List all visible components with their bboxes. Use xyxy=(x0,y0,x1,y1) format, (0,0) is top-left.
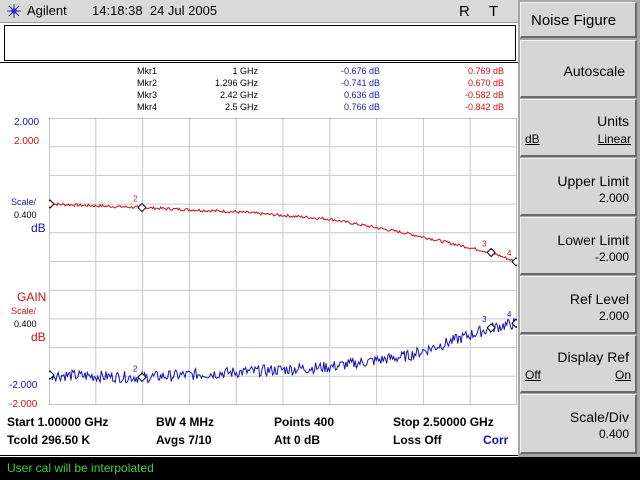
lower-limit-label: Lower Limit xyxy=(557,232,629,248)
display-ref-option-off: Off xyxy=(525,368,541,382)
marker-frequency: 1.296 GHz xyxy=(214,78,258,88)
marker-trace1-value: 0.766 dB xyxy=(343,102,380,112)
date: 24 Jul 2005 xyxy=(149,3,218,18)
loss-compensation: Loss Off xyxy=(393,433,442,447)
marker-frequency: 2.5 GHz xyxy=(224,102,258,112)
points: Points 400 xyxy=(274,415,335,429)
averages: Avgs 7/10 xyxy=(156,433,212,447)
units-option-db: dB xyxy=(525,132,540,146)
correction-indicator: Corr xyxy=(483,433,509,447)
lower-limit-value: -2.000 xyxy=(594,250,629,264)
ref-level-button[interactable]: Ref Level 2.000 xyxy=(520,276,637,334)
active-entry-area xyxy=(4,25,516,61)
display-ref-label: Display Ref xyxy=(557,349,629,365)
remote-flag: R xyxy=(459,3,470,20)
attenuation: Att 0 dB xyxy=(274,433,320,447)
marker-number-red: 4 xyxy=(507,249,512,258)
trace-gain-red xyxy=(49,202,517,264)
scale-div-label: Scale/Div xyxy=(569,409,629,425)
units-button[interactable]: Units dB Linear xyxy=(520,99,637,157)
menu-title: Noise Figure xyxy=(520,2,637,38)
marker-name: Mkr1 xyxy=(137,66,157,76)
marker-diamond-blue xyxy=(511,318,517,328)
scale-value-2: 0.400 xyxy=(14,319,37,329)
scale-value-1: 0.400 xyxy=(14,210,37,220)
upper-limit-button[interactable]: Upper Limit 2.000 xyxy=(520,158,637,216)
autoscale-button[interactable]: Autoscale xyxy=(520,40,637,98)
graticule-plot: 12341234 xyxy=(49,118,517,405)
scale-label-2: Scale/ xyxy=(11,306,37,316)
units-label: Units xyxy=(597,113,629,129)
marker-frequency: 1 GHz xyxy=(232,66,258,76)
tcold: Tcold 296.50 K xyxy=(7,433,91,447)
marker-number-red: 2 xyxy=(133,195,138,204)
softkey-panel: Noise Figure Autoscale Units dB Linear U… xyxy=(518,0,640,457)
trigger-flag: T xyxy=(489,3,499,20)
upper-limit-label: Upper Limit xyxy=(557,173,629,189)
marker-number-blue: 2 xyxy=(133,364,138,373)
marker-name: Mkr3 xyxy=(137,90,157,100)
units-option-linear: Linear xyxy=(597,132,631,146)
marker-diamond-blue xyxy=(137,372,147,383)
marker-diamond-blue xyxy=(49,370,55,380)
status-message: User cal will be interpolated xyxy=(7,461,154,475)
title-bar: Agilent 14:18:38 24 Jul 2005 R T xyxy=(0,0,518,23)
marker-name: Mkr2 xyxy=(137,78,157,88)
stop-frequency: Stop 2.50000 GHz xyxy=(393,415,494,429)
gain-label: GAIN xyxy=(17,290,47,304)
marker-diamond-red xyxy=(511,257,517,267)
marker-diamond-red xyxy=(137,202,147,213)
status-line: User cal will be interpolated xyxy=(0,457,640,480)
lower-limit-button[interactable]: Lower Limit -2.000 xyxy=(520,217,637,275)
graticule-grid xyxy=(49,118,517,405)
start-frequency: Start 1.00000 GHz xyxy=(7,415,109,429)
display-ref-button[interactable]: Display Ref Off On xyxy=(520,335,637,393)
autoscale-label: Autoscale xyxy=(563,63,625,79)
measurement-screen: Mkr1 1 GHz -0.676 dB 0.769 dB Mkr2 1.296 GHz -… xyxy=(0,62,518,456)
scale-label-1: Scale/ xyxy=(11,197,37,207)
marker-diamond-red xyxy=(486,247,496,258)
marker-diamond-blue xyxy=(486,323,496,333)
marker-trace1-value: -0.676 dB xyxy=(340,66,380,76)
marker-number-red: 3 xyxy=(482,240,487,249)
bandwidth: BW 4 MHz xyxy=(156,415,214,429)
scale-unit-2: dB xyxy=(31,330,46,344)
marker-symbols: 12341234 xyxy=(49,195,517,383)
marker-diamond-red xyxy=(49,199,55,209)
agilent-spark-icon xyxy=(7,4,21,18)
marker-trace2-value: -0.842 dB xyxy=(464,102,504,112)
trace-lower-ref-red: -2.000 xyxy=(9,399,38,410)
marker-trace2-value: 0.769 dB xyxy=(467,66,504,76)
ref-level-value: 2.000 xyxy=(598,309,629,323)
trace-noise-blue xyxy=(49,318,517,384)
date-time: 14:18:38 24 Jul 2005 xyxy=(92,3,217,18)
trace-upper-ref-blue: 2.000 xyxy=(14,117,40,128)
brand-name: Agilent xyxy=(27,3,67,18)
marker-name: Mkr4 xyxy=(137,102,157,112)
scale-div-value: 0.400 xyxy=(598,427,629,441)
scale-div-button[interactable]: Scale/Div 0.400 xyxy=(520,394,637,454)
scale-unit-1: dB xyxy=(31,221,46,235)
marker-number-blue: 3 xyxy=(482,315,487,324)
marker-trace2-value: -0.582 dB xyxy=(464,90,504,100)
marker-trace1-value: -0.741 dB xyxy=(340,78,380,88)
marker-trace2-value: 0.670 dB xyxy=(467,78,504,88)
ref-level-label: Ref Level xyxy=(569,291,629,307)
marker-number-blue: 4 xyxy=(507,310,512,319)
trace-upper-ref-red: 2.000 xyxy=(14,136,40,147)
marker-trace1-value: 0.636 dB xyxy=(343,90,380,100)
display-ref-option-on: On xyxy=(614,368,631,382)
marker-frequency: 2.42 GHz xyxy=(219,90,258,100)
trace-lower-ref-blue: -2.000 xyxy=(9,380,38,391)
time: 14:18:38 xyxy=(92,3,143,18)
upper-limit-value: 2.000 xyxy=(598,191,629,205)
menu-title-label: Noise Figure xyxy=(531,12,617,29)
